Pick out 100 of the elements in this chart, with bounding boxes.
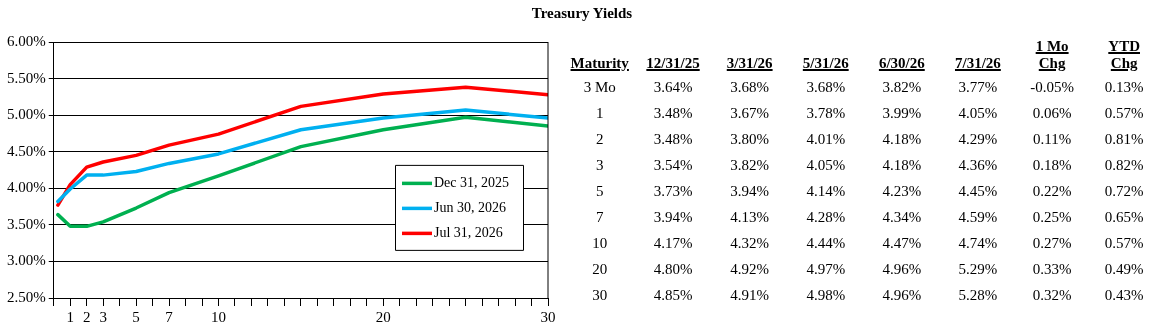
text: 4.44% [805,233,847,253]
text: 3.64% [652,77,694,97]
text: 4.97% [805,259,847,279]
text: 30 [591,285,609,305]
text: 4.32% [729,233,771,253]
text: 3.80% [729,129,771,149]
text: 4.45% [957,181,999,201]
text: 3.68% [805,77,847,97]
text: 0.27% [1031,233,1073,253]
text: 0.57% [1103,233,1145,253]
text: 0.65% [1103,207,1145,227]
text: 2 [594,129,605,149]
text: 5.28% [957,285,999,305]
text: 3.68% [729,77,771,97]
text: 4.14% [805,181,847,201]
text: Treasury Yields [530,5,634,22]
y-tick-label: 3.50% [7,215,46,232]
text: -0.05% [1029,77,1075,97]
text: 3.94% [652,207,694,227]
text: 4.29% [957,129,999,149]
text: 0.72% [1103,181,1145,201]
text: 3.48% [652,129,694,149]
text: 0.13% [1103,77,1145,97]
text: YTD Chg [1108,38,1140,71]
text: 4.13% [729,207,771,227]
text: 5.29% [957,259,999,279]
y-tick-label: 5.00% [7,106,46,123]
x-tick-label: 2 [82,308,91,325]
text: 3.67% [729,103,771,123]
text: 4.74% [957,233,999,253]
text: Maturity [570,55,629,71]
legend-label: Jun 30, 2026 [434,200,506,216]
text: 10 [591,233,609,253]
x-tick-label: 10 [211,308,226,325]
text: 4.23% [881,181,923,201]
text: 0.18% [1031,155,1073,175]
text: 0.33% [1031,259,1073,279]
text: 4.34% [881,207,923,227]
text: 4.18% [881,129,923,149]
text: 0.81% [1103,129,1145,149]
legend-label: Dec 31, 2025 [434,175,510,191]
text: 7/31/26 [954,55,1001,71]
text: 4.28% [805,207,847,227]
y-tick-label: 4.00% [7,179,46,196]
text: 4.80% [652,259,694,279]
text: 3.48% [652,103,694,123]
text: 5/31/26 [802,55,849,71]
y-tick-label: 4.50% [7,142,46,159]
text: 3.54% [652,155,694,175]
y-tick-label: 2.50% [7,288,46,305]
text: 4.01% [805,129,847,149]
text: 4.98% [805,285,847,305]
text: 0.43% [1103,285,1145,305]
text: 1 [594,103,605,123]
text: 4.59% [957,207,999,227]
x-tick-label: 5 [132,308,140,325]
text: 4.36% [957,155,999,175]
text: 4.92% [729,259,771,279]
text: 20 [591,259,609,279]
text: 0.25% [1031,207,1073,227]
text: 0.49% [1103,259,1145,279]
text: 0.06% [1031,103,1073,123]
x-tick-label: 7 [165,308,174,325]
text: 4.05% [805,155,847,175]
x-tick-label: 20 [375,308,391,325]
y-tick-label: 6.00% [7,32,46,49]
text: 4.47% [881,233,923,253]
text: 3 Mo [582,77,617,97]
text: 4.91% [729,285,771,305]
x-tick-label: 1 [66,308,74,325]
text: 0.57% [1103,103,1145,123]
legend-label: Jul 31, 2026 [434,225,503,241]
text: 1 Mo Chg [1035,38,1069,71]
text: 3/31/26 [726,55,773,71]
text: 3.77% [957,77,999,97]
text: 3.78% [805,103,847,123]
x-tick-label: 3 [99,308,107,325]
text: 0.22% [1031,181,1073,201]
text: 4.17% [652,233,694,253]
text: 3.82% [729,155,771,175]
x-tick-label: 30 [540,308,556,325]
text: 3 [594,155,605,175]
text: 4.05% [957,103,999,123]
text: 3.94% [729,181,771,201]
y-tick-label: 3.00% [7,252,46,269]
text: 6/30/26 [878,55,925,71]
text: 4.18% [881,155,923,175]
text: 0.82% [1103,155,1145,175]
y-tick-label: 5.50% [7,69,46,86]
text: 0.11% [1032,129,1073,149]
text: 3.82% [881,77,923,97]
text: 12/31/25 [646,55,700,71]
text: 4.96% [881,259,923,279]
text: 7 [594,207,605,227]
text: 3.73% [652,181,694,201]
text: 4.85% [652,285,694,305]
text: 4.96% [881,285,923,305]
text: 0.32% [1031,285,1073,305]
text: 5 [594,181,605,201]
text: 3.99% [881,103,923,123]
